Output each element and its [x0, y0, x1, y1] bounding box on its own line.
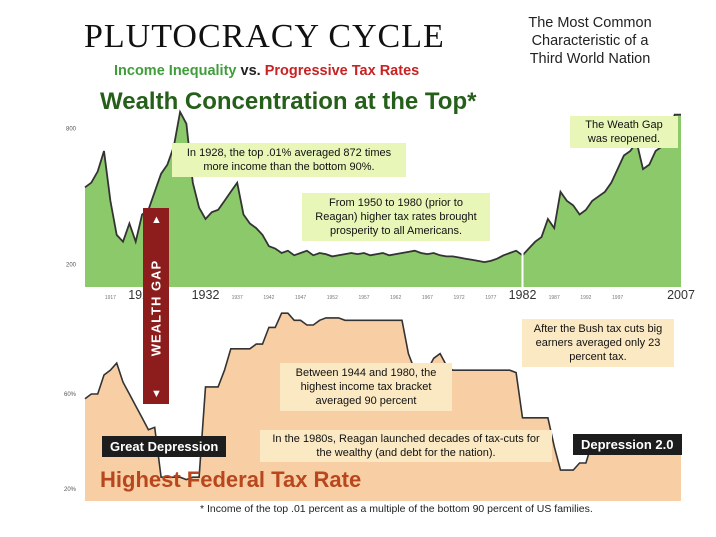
annotation-1950-1980: From 1950 to 1980 (prior to Reagan) high… [302, 193, 490, 241]
subtitle-block: The Most Common Characteristic of a Thir… [510, 14, 670, 68]
depression-2-label: Depression 2.0 [573, 434, 682, 455]
x-tick-label: 1987 [549, 295, 560, 301]
x-tick-label: 1972 [454, 295, 465, 301]
x-tick-label: 1917 [105, 295, 116, 301]
bottom-chart-title: Highest Federal Tax Rate [100, 467, 362, 492]
arrow-up-icon: ▲ [151, 214, 162, 226]
subtitle-line: The Most Common [528, 15, 652, 31]
x-tick-label: 1937 [232, 295, 243, 301]
legend: Income Inequality vs. Progressive Tax Ra… [114, 63, 419, 79]
x-tick-label: 1957 [358, 295, 369, 301]
annotation-gap-reopened: The Weath Gap was reopened. [570, 116, 678, 148]
x-tick-label: 1962 [390, 295, 401, 301]
y-tick-label: 200 [66, 262, 77, 268]
great-depression-label: Great Depression [102, 436, 227, 457]
annotation-bush-tax-cuts: After the Bush tax cuts big earners aver… [522, 319, 674, 367]
x-tick-label: 1982 [509, 288, 537, 302]
subtitle-line: Third World Nation [529, 51, 651, 67]
top-chart-title: Wealth Concentration at the Top* [100, 88, 477, 115]
y-tick-label: 800 [66, 126, 77, 132]
x-tick-label: 1967 [422, 295, 433, 301]
x-tick-label: 1932 [192, 288, 220, 302]
x-tick-label: 1952 [327, 295, 338, 301]
x-tick-label: 1977 [485, 295, 496, 301]
wealth-gap-label: WEALTH GAP [148, 259, 164, 357]
subtitle-line: Characteristic of a [531, 33, 649, 49]
wealth-concentration-line [84, 109, 681, 264]
tax-rate-line [84, 312, 681, 481]
x-tick-label: 1997 [612, 295, 623, 301]
legend-income-inequality: Income Inequality [114, 63, 237, 79]
x-tick-label: 1942 [263, 295, 274, 301]
footnote: * Income of the top .01 percent as a mul… [200, 503, 593, 515]
page-title: PLUTOCRACY CYCLE [84, 18, 445, 55]
y-tick-label: 20% [64, 487, 77, 493]
x-tick-label: 1947 [295, 295, 306, 301]
arrow-down-icon: ▼ [151, 388, 162, 400]
annotation-1944-1980: Between 1944 and 1980, the highest incom… [280, 363, 452, 411]
annotation-1928: In 1928, the top .01% averaged 872 times… [172, 143, 406, 177]
x-tick-label: 2007 [667, 288, 695, 302]
wealth-gap-bar [143, 208, 169, 404]
legend-vs: vs. [240, 63, 261, 79]
y-tick-label: 60% [64, 392, 77, 398]
x-tick-label: 1992 [580, 295, 591, 301]
annotation-reagan: In the 1980s, Reagan launched decades of… [260, 430, 552, 462]
legend-progressive-tax: Progressive Tax Rates [264, 63, 420, 79]
